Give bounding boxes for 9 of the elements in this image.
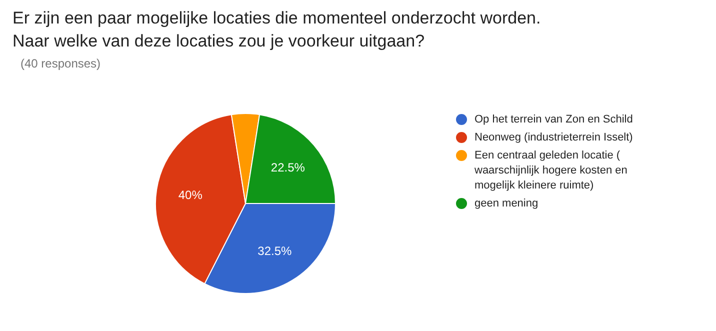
legend-label: Neonweg (industrieterrein Isselt) [474,132,633,144]
legend-label: Op het terrein van Zon en Schild [474,114,633,126]
chart-title: Er zijn een paar mogelijke locaties die momenteel onderzocht worden. Naar welke van deze locaties zou je voorkeur uitgaan? [12,8,541,50]
legend-label: geen mening [474,198,538,210]
data-label: 40% [178,188,203,202]
legend-label: Een centraal geleden locatie ( waarschijnlijk hogere kosten en mogelijk kleinere ruimte) [474,150,628,192]
data-label: 32.5% [258,244,292,258]
data-label: 22.5% [270,160,306,174]
chart-subtitle: (40 responses) [20,56,101,70]
